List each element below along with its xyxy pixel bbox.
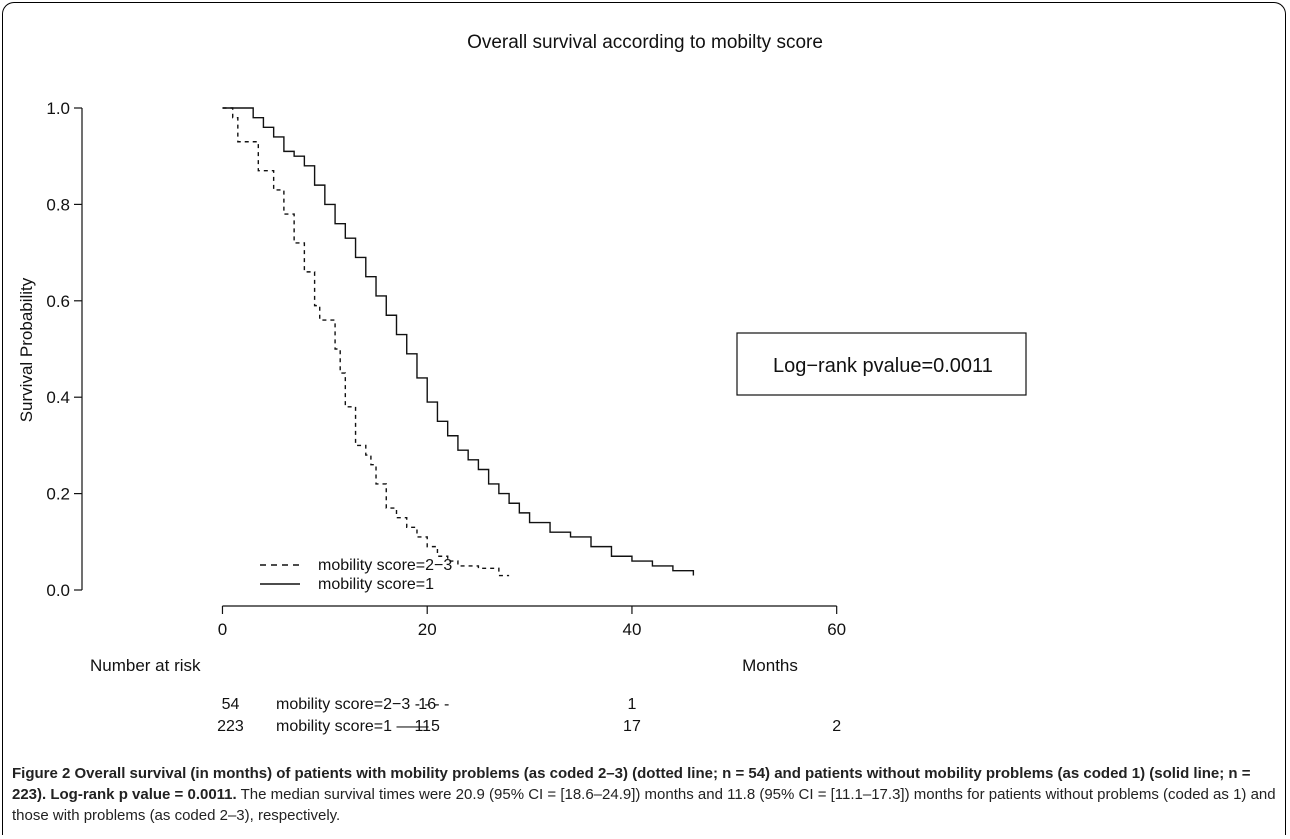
- legend-label-dashed: mobility score=2−3: [318, 557, 452, 574]
- figure-caption: Figure 2 Overall survival (in months) of…: [12, 763, 1280, 826]
- pvalue-annotation: Log−rank pvalue=0.0011: [736, 332, 1027, 396]
- x-tick-label: 40: [622, 620, 641, 639]
- risk-table-header: Number at risk: [90, 656, 201, 675]
- x-axis-label: Months: [742, 656, 798, 675]
- y-tick-label: 0.0: [46, 581, 70, 600]
- risk-row-value: 16: [418, 696, 436, 713]
- x-tick-label: 0: [218, 620, 227, 639]
- series-line-solid: [222, 107, 695, 576]
- y-axis-label: Survival Probability: [17, 277, 36, 422]
- x-tick-label: 60: [827, 620, 846, 639]
- risk-row-label: mobility score=1 ——: [276, 718, 429, 735]
- y-tick-label: 1.0: [46, 99, 70, 118]
- survival-chart: Overall survival according to mobilty sc…: [17, 32, 1027, 735]
- y-tick-label: 0.6: [46, 292, 70, 311]
- caption-text: The median survival times were 20.9 (95%…: [12, 786, 1276, 824]
- caption-bold: Figure 2 Overall survival (in months) of…: [12, 765, 1251, 803]
- y-tick-label: 0.2: [46, 485, 70, 504]
- risk-row-label: mobility score=2−3 - - - -: [276, 696, 449, 713]
- risk-table: Number at risk mobility score=2−3 - - - …: [90, 656, 841, 735]
- pvalue-box: [736, 332, 1027, 396]
- y-tick-label: 0.4: [46, 388, 70, 407]
- risk-row-value: 2: [832, 718, 841, 735]
- x-axis: 0 20 40 60: [218, 605, 846, 639]
- y-tick-label: 0.8: [46, 195, 70, 214]
- risk-row-value: 115: [414, 718, 440, 735]
- risk-row-value: 17: [623, 718, 641, 735]
- series-layer: [222, 107, 695, 577]
- legend-label-solid: mobility score=1: [318, 576, 434, 593]
- chart-title: Overall survival according to mobilty sc…: [467, 32, 823, 53]
- risk-row-value: 54: [222, 696, 240, 713]
- series-line-dashed: [222, 107, 510, 577]
- y-axis: 0.0 0.2 0.4 0.6 0.8 1.0: [46, 99, 83, 600]
- legend: mobility score=2−3 mobility score=1: [260, 557, 452, 593]
- pvalue-text: Log−rank pvalue=0.0011: [773, 355, 993, 377]
- x-tick-label: 20: [418, 620, 437, 639]
- risk-row-value: 223: [217, 718, 244, 735]
- risk-row-value: 1: [627, 696, 636, 713]
